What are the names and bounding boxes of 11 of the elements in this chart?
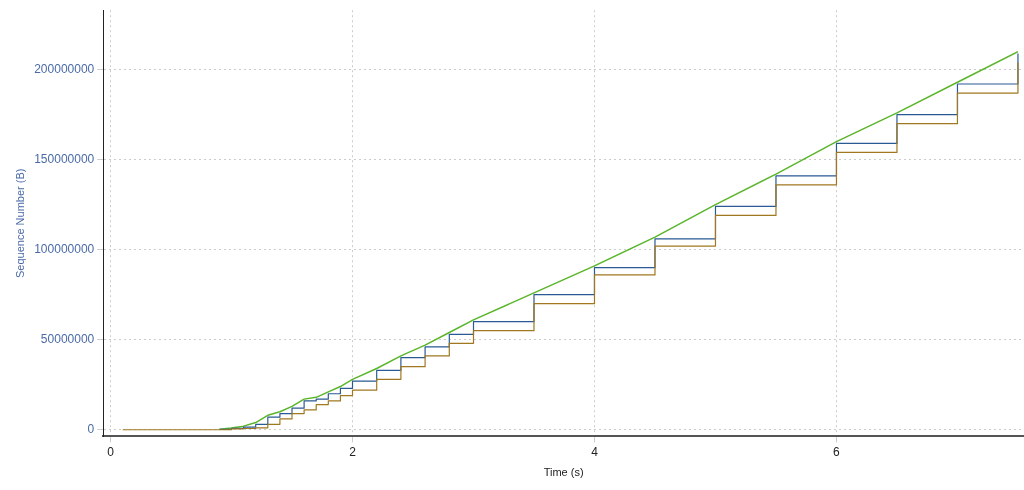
- y-tick-label: 150000000: [34, 151, 95, 166]
- y-tick-label: 100000000: [34, 241, 95, 256]
- x-axis-title: Time (s): [543, 466, 584, 479]
- y-tick-label: 200000000: [34, 61, 95, 76]
- x-tick-label: 4: [591, 444, 599, 459]
- y-tick-label: 50000000: [40, 332, 95, 347]
- y-axis-title: Sequence Number (B): [13, 168, 26, 279]
- x-tick-label: 2: [349, 444, 357, 459]
- x-tick-label: 0: [107, 444, 115, 459]
- x-tick-label: 6: [833, 444, 841, 459]
- y-tick-label: 0: [87, 422, 95, 437]
